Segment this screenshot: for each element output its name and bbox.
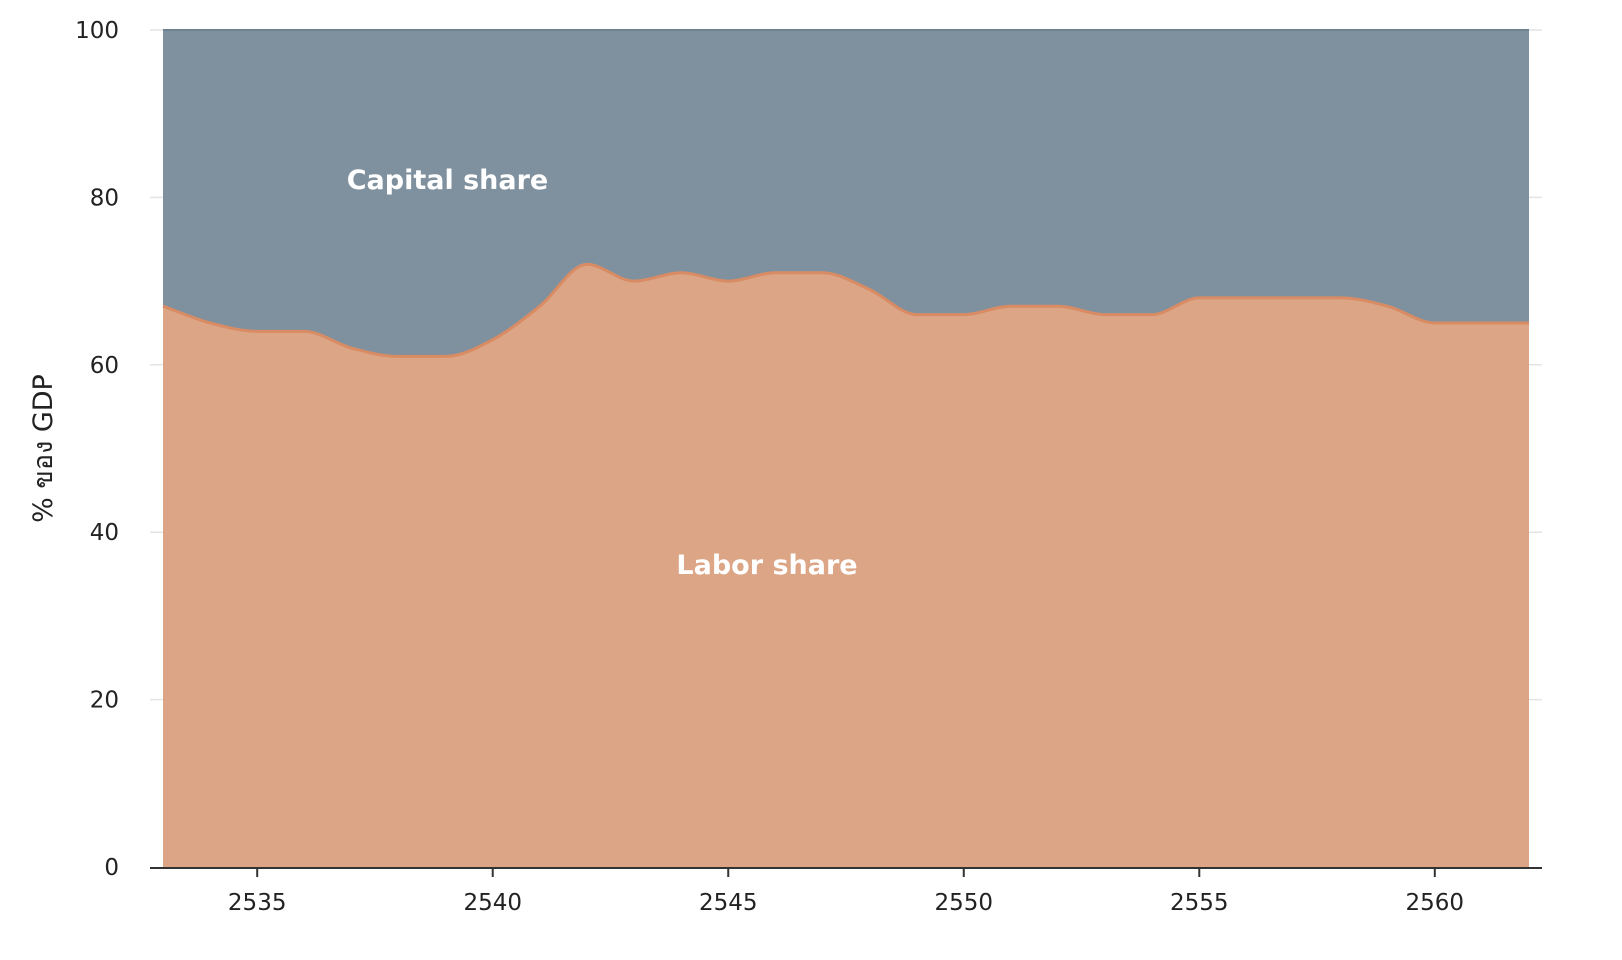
plot-areas: [162, 29, 1529, 867]
y-tick-label: 40: [90, 520, 119, 546]
x-tick-label: 2535: [228, 890, 287, 916]
area-labor-share: [163, 264, 1529, 867]
y-axis-title: % ของ GDP: [28, 374, 59, 523]
y-tick-label: 20: [90, 688, 119, 714]
y-tick-label: 0: [104, 855, 119, 881]
y-tick-label: 80: [90, 185, 119, 211]
x-tick-label: 2560: [1406, 890, 1465, 916]
capital-share-label: Capital share: [347, 165, 549, 196]
y-tick-label: 100: [75, 18, 119, 44]
area-capital-share: [163, 30, 1529, 357]
x-tick-label: 2540: [463, 890, 522, 916]
x-tick-label: 2550: [934, 890, 993, 916]
y-tick-label: 60: [90, 353, 119, 379]
area-labels: Capital share Labor share: [347, 165, 858, 581]
labor-share-label: Labor share: [676, 550, 857, 581]
x-tick-label: 2545: [699, 890, 758, 916]
axes: 2535 2540 2545 2550 2555 2560 0 20 40 60 80 100: [75, 18, 1542, 916]
x-tick-label: 2555: [1170, 890, 1229, 916]
line-labor-share: [162, 262, 1529, 358]
